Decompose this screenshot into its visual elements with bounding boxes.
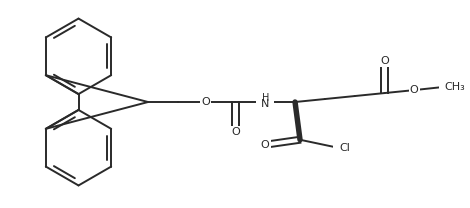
Text: O: O xyxy=(201,97,210,107)
FancyBboxPatch shape xyxy=(333,142,355,154)
FancyBboxPatch shape xyxy=(439,81,469,93)
Text: CH₃: CH₃ xyxy=(444,82,465,92)
Text: O: O xyxy=(410,85,419,95)
Text: H: H xyxy=(262,93,269,103)
FancyBboxPatch shape xyxy=(409,84,420,96)
FancyBboxPatch shape xyxy=(260,139,271,151)
Text: O: O xyxy=(231,127,240,137)
FancyBboxPatch shape xyxy=(230,126,241,138)
FancyBboxPatch shape xyxy=(379,55,390,67)
Text: O: O xyxy=(380,56,389,66)
FancyBboxPatch shape xyxy=(256,92,274,112)
Text: Cl: Cl xyxy=(340,143,351,153)
Text: N: N xyxy=(261,99,269,109)
Text: O: O xyxy=(261,140,270,150)
FancyBboxPatch shape xyxy=(200,96,211,108)
